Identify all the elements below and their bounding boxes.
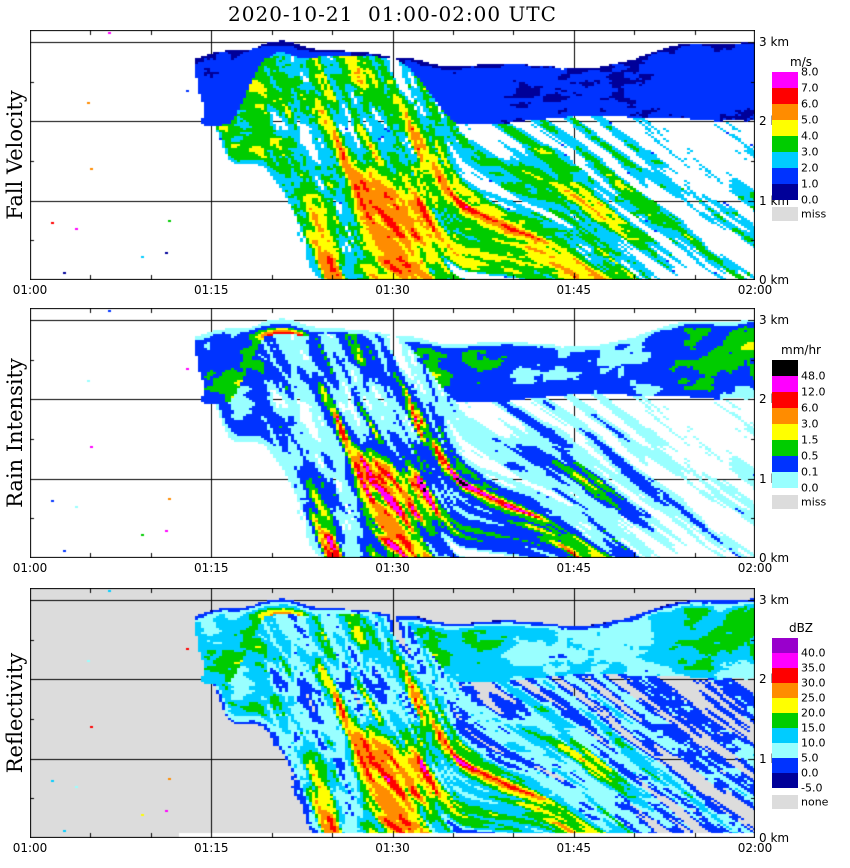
colorbar-cell xyxy=(772,376,798,392)
colorbar-tick-label: 1.5 xyxy=(801,433,819,447)
colorbar-cell xyxy=(772,152,798,168)
colorbar-tick-label: 8.0 xyxy=(801,65,819,79)
colorbar-tick-label: 48.0 xyxy=(801,369,826,383)
colorbar-tick-label: 2.0 xyxy=(801,161,819,175)
colorbar-cell xyxy=(772,472,798,488)
colorbar-cell xyxy=(772,88,798,104)
colorbar-cell xyxy=(772,360,798,376)
x-tick-label: 01:00 xyxy=(12,561,48,575)
colorbar-cell xyxy=(772,72,798,88)
panel-title-reflectivity: Reflectivity xyxy=(3,652,27,774)
x-tick-label: 01:45 xyxy=(556,841,592,855)
colorbar-tick-label: 25.0 xyxy=(801,691,826,705)
x-tick-label: 01:15 xyxy=(193,561,229,575)
colorbar-cell xyxy=(772,653,798,668)
panel-title-rain-intensity: Rain Intensity xyxy=(3,358,27,508)
colorbar-missing-cell xyxy=(772,207,798,221)
colorbar-tick-label: 5.0 xyxy=(801,751,819,765)
colorbar-tick-label: 1.0 xyxy=(801,177,819,191)
colorbar-tick-label: 6.0 xyxy=(801,401,819,415)
x-tick-label: 01:30 xyxy=(375,841,410,855)
x-tick-label: 01:45 xyxy=(556,561,592,575)
colorbar-missing-cell xyxy=(772,495,798,509)
x-tick-label: 01:45 xyxy=(556,283,592,297)
colorbar-cell xyxy=(772,668,798,683)
panel-title-fall-velocity: Fall Velocity xyxy=(3,90,27,220)
reflectivity-heatmap xyxy=(30,588,755,838)
colorbar-cell xyxy=(772,424,798,440)
figure-title: 2020-10-21 01:00-02:00 UTC xyxy=(228,2,557,26)
x-tick-label: 01:30 xyxy=(375,561,410,575)
colorbar-cell xyxy=(772,440,798,456)
colorbar-tick-label: 0.0 xyxy=(801,193,819,207)
colorbar-tick-label: 35.0 xyxy=(801,661,826,675)
y-tick-label: 3 km xyxy=(759,34,790,49)
colorbar-cell xyxy=(772,773,798,788)
x-tick-label: 01:15 xyxy=(193,283,229,297)
colorbar-tick-label: 10.0 xyxy=(801,736,826,750)
x-tick-label: 01:15 xyxy=(193,841,229,855)
x-tick-label: 01:00 xyxy=(12,841,48,855)
colorbar-tick-label: 20.0 xyxy=(801,706,826,720)
fall-velocity-heatmap xyxy=(30,30,755,280)
y-tick-label: 0 km xyxy=(759,273,790,287)
colorbar-unit: dBZ xyxy=(788,621,814,635)
colorbar-missing-cell xyxy=(772,795,798,809)
rain-intensity-heatmap xyxy=(30,308,755,558)
colorbar-tick-label: 0.0 xyxy=(801,481,819,495)
colorbar-cell xyxy=(772,728,798,743)
colorbar-cell xyxy=(772,392,798,408)
colorbar-cell xyxy=(772,184,798,200)
colorbar-cell xyxy=(772,758,798,773)
colorbar-cell xyxy=(772,168,798,184)
x-tick-label: 02:00 xyxy=(737,561,773,575)
colorbar-tick-label: 0.5 xyxy=(801,449,819,463)
colorbar-cell xyxy=(772,136,798,152)
colorbar-unit: m/s xyxy=(790,55,812,69)
colorbar-tick-label: 0.0 xyxy=(801,766,819,780)
colorbar-cell xyxy=(772,743,798,758)
x-tick-label: 01:00 xyxy=(12,283,48,297)
colorbar-tick-label: 12.0 xyxy=(801,385,826,399)
colorbar-cell xyxy=(772,638,798,653)
colorbar-tick-label: 3.0 xyxy=(801,417,819,431)
y-tick-label: 0 km xyxy=(759,831,790,845)
colorbar-tick-label: 40.0 xyxy=(801,646,826,660)
colorbar-cell xyxy=(772,408,798,424)
colorbar-tick-label: 6.0 xyxy=(801,97,819,111)
x-tick-label: 02:00 xyxy=(737,841,773,855)
colorbar-cell xyxy=(772,683,798,698)
y-tick-label: 0 km xyxy=(759,551,790,565)
colorbar-cell xyxy=(772,713,798,728)
x-tick-label: 02:00 xyxy=(737,283,773,297)
y-tick-label: 3 km xyxy=(759,592,790,607)
x-tick-label: 01:30 xyxy=(375,283,410,297)
colorbar-missing-label: none xyxy=(801,795,829,809)
colorbar-tick-label: 7.0 xyxy=(801,81,819,95)
colorbar-tick-label: 4.0 xyxy=(801,129,819,143)
colorbar-missing-label: miss xyxy=(801,207,827,221)
colorbar-cell xyxy=(772,698,798,713)
colorbar-cell xyxy=(772,104,798,120)
colorbar-tick-label: 15.0 xyxy=(801,721,826,735)
colorbar-tick-label: 30.0 xyxy=(801,676,826,690)
colorbar-tick-label: 0.1 xyxy=(801,465,819,479)
colorbar-missing-label: miss xyxy=(801,495,827,509)
colorbar-tick-label: 3.0 xyxy=(801,145,819,159)
colorbar-tick-label: -5.0 xyxy=(801,781,823,795)
colorbar-cell xyxy=(772,456,798,472)
colorbar-tick-label: 5.0 xyxy=(801,113,819,127)
colorbar-cell xyxy=(772,120,798,136)
colorbar-unit: mm/hr xyxy=(781,343,821,357)
y-tick-label: 3 km xyxy=(759,312,790,327)
